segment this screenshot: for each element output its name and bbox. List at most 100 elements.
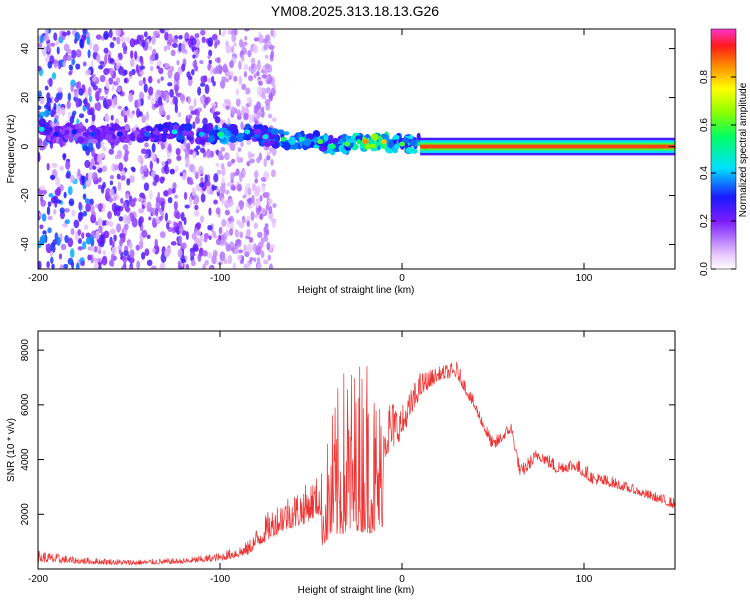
ridge-blob — [369, 143, 377, 149]
ridge-blob — [136, 137, 145, 143]
noise-speckle — [191, 46, 198, 51]
noise-speckle — [97, 203, 104, 210]
noise-speckle — [259, 195, 263, 202]
noise-speckle — [191, 68, 195, 76]
noise-speckle — [204, 97, 209, 106]
noise-speckle — [118, 162, 124, 172]
noise-speckle — [168, 187, 173, 196]
noise-speckle — [242, 170, 247, 176]
noise-speckle — [176, 155, 182, 162]
noise-speckle — [167, 33, 173, 44]
noise-speckle — [104, 115, 110, 123]
noise-speckle — [129, 249, 135, 259]
noise-speckle — [120, 197, 124, 204]
noise-speckle — [237, 147, 242, 152]
noise-speckle — [256, 257, 261, 264]
noise-speckle — [77, 246, 83, 251]
noise-speckle — [200, 29, 206, 36]
noise-speckle — [186, 142, 191, 151]
noise-speckle — [243, 63, 249, 71]
noise-speckle — [92, 257, 98, 263]
noise-speckle — [233, 75, 238, 82]
noise-speckle — [235, 98, 241, 107]
ridge-blob — [150, 137, 155, 142]
ridge-blob — [405, 146, 414, 154]
noise-speckle — [49, 174, 56, 180]
noise-speckle — [160, 76, 164, 81]
noise-speckle — [64, 234, 69, 244]
noise-speckle — [138, 111, 143, 117]
noise-speckle — [200, 176, 204, 184]
noise-speckle — [264, 191, 270, 199]
ridge-point — [116, 131, 123, 137]
ridge-blob — [402, 137, 410, 144]
noise-speckle — [59, 165, 64, 171]
noise-speckle — [150, 65, 154, 72]
ridge-blob — [416, 132, 421, 142]
noise-speckle — [161, 201, 165, 211]
noise-speckle — [215, 207, 221, 215]
noise-speckle — [234, 108, 238, 114]
noise-speckle — [77, 211, 84, 221]
noise-speckle — [178, 224, 184, 234]
noise-speckle — [122, 201, 127, 209]
noise-speckle — [143, 182, 150, 191]
noise-speckle — [110, 253, 115, 263]
noise-speckle — [240, 54, 245, 62]
noise-speckle — [77, 237, 83, 245]
noise-speckle — [253, 37, 260, 42]
noise-speckle — [139, 239, 144, 250]
ridge-blob — [145, 125, 153, 132]
noise-speckle — [236, 115, 242, 120]
noise-speckle — [116, 56, 120, 66]
noise-speckle — [228, 75, 232, 81]
noise-speckle — [249, 256, 254, 262]
noise-speckle — [67, 257, 74, 266]
noise-speckle — [238, 60, 242, 70]
noise-speckle — [69, 248, 75, 259]
ridge-blob — [263, 141, 272, 147]
noise-speckle — [125, 36, 131, 43]
noise-speckle — [170, 241, 177, 246]
noise-speckle — [148, 45, 153, 51]
noise-speckle — [121, 42, 127, 49]
noise-speckle — [237, 254, 242, 261]
noise-speckle — [236, 205, 241, 211]
noise-speckle — [94, 103, 98, 111]
noise-speckle — [97, 217, 103, 227]
noise-speckle — [113, 164, 119, 171]
noise-speckle — [213, 199, 218, 205]
noise-speckle — [172, 95, 176, 105]
noise-speckle — [109, 57, 114, 64]
noise-speckle — [172, 182, 177, 190]
noise-speckle — [99, 74, 106, 83]
noise-speckle — [224, 209, 230, 216]
noise-speckle — [227, 161, 232, 168]
noise-speckle — [116, 173, 121, 180]
noise-speckle — [129, 38, 136, 48]
noise-speckle — [153, 103, 160, 108]
noise-speckle — [63, 43, 70, 52]
ridge-blob — [186, 135, 192, 141]
noise-speckle — [85, 203, 91, 213]
noise-speckle — [137, 154, 144, 164]
noise-speckle — [108, 220, 113, 226]
noise-speckle — [152, 48, 157, 56]
noise-speckle — [254, 186, 260, 196]
noise-speckle — [78, 113, 85, 119]
noise-speckle — [109, 41, 115, 49]
noise-speckle — [56, 186, 62, 197]
noise-speckle — [209, 190, 214, 195]
noise-speckle — [40, 195, 44, 203]
noise-speckle — [61, 223, 67, 228]
noise-speckle — [125, 205, 130, 213]
noise-speckle — [261, 106, 265, 113]
noise-speckle — [38, 139, 43, 148]
colorbar-tick-label: 0.2 — [699, 214, 710, 228]
ridge-point — [329, 144, 336, 150]
noise-speckle — [109, 188, 115, 197]
y-tick-label: 20 — [20, 92, 31, 104]
ridge-blob — [387, 139, 394, 149]
